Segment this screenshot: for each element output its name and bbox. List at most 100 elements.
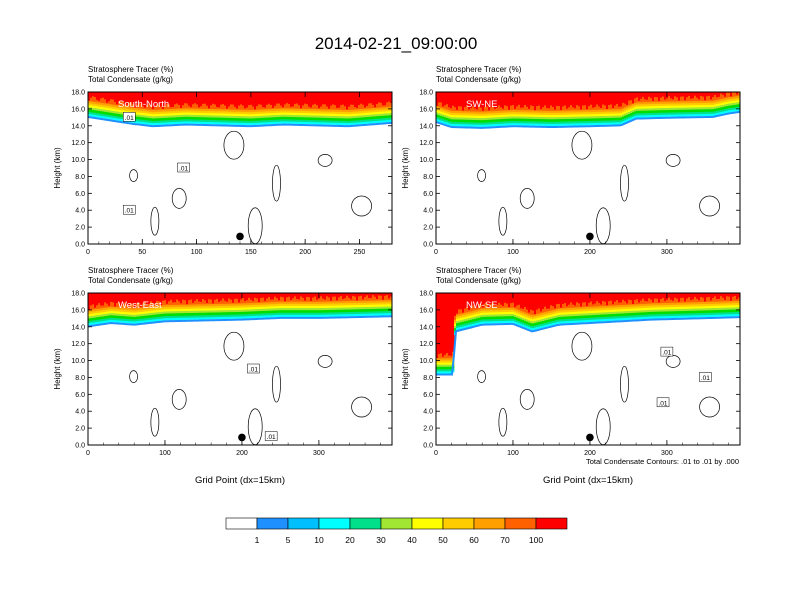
tracer-cell [216,113,219,116]
tracer-cell [628,107,631,110]
y-tick-label: 2.0 [75,225,85,232]
contour-label: .01 [125,208,134,215]
tracer-cell [310,293,313,302]
tracer-cell [506,112,509,115]
tracer-cell [668,103,671,106]
tracer-cell [500,311,503,315]
tracer-cell [270,92,273,106]
tracer-cell [494,117,497,120]
tracer-cell [208,110,211,114]
tracer-cell [556,321,559,325]
tracer-cell [276,303,279,307]
tracer-cell [138,112,141,115]
tracer-cell [262,306,265,309]
tracer-cell [514,321,517,324]
tracer-cell [248,120,251,124]
tracer-cell [608,111,611,114]
tracer-cell [634,102,637,106]
tracer-cell [448,116,451,119]
tracer-cell [478,124,481,127]
location-marker [586,232,594,241]
tracer-cell [232,117,235,121]
tracer-cell [550,323,553,326]
tracer-cell [248,122,251,126]
tracer-cell [560,319,563,322]
tracer-cell [142,108,145,111]
tracer-cell [224,309,227,313]
tracer-cell [544,92,547,106]
tracer-cell [264,306,267,309]
tracer-cell [332,115,335,119]
tracer-cell [532,121,535,124]
tracer-cell [148,113,151,116]
tracer-cell [306,305,309,309]
tracer-cell [644,110,647,114]
tracer-cell [606,111,609,114]
tracer-cell [352,111,355,114]
tracer-cell [370,308,373,312]
tracer-cell [442,371,445,374]
tracer-cell [502,92,505,109]
tracer-cell [638,115,641,118]
tracer-cell [262,109,265,112]
tracer-cell [384,293,387,296]
tracer-cell [200,312,203,316]
tracer-cell [488,122,491,125]
tracer-cell [350,120,353,123]
tracer-cell [128,309,131,313]
tracer-cell [500,123,503,126]
tracer-cell [672,105,675,108]
tracer-cell [176,114,179,118]
tracer-cell [552,110,555,113]
tracer-cell [118,307,121,310]
tracer-cell [250,118,253,122]
contour-label-box [177,162,190,173]
tracer-cell [532,321,535,324]
tracer-cell [486,312,489,315]
tracer-cell [242,111,245,115]
tracer-cell [260,117,263,121]
tracer-cell [298,314,301,317]
tracer-cell [248,309,251,312]
tracer-cell [244,113,247,117]
tracer-cell [336,120,339,123]
tracer-cell [286,305,289,309]
tracer-cell [140,108,143,111]
tracer-cell [192,306,195,309]
tracer-cell [142,311,145,314]
tracer-cell [106,313,109,316]
tracer-cell [378,293,381,301]
tracer-cell [452,92,455,106]
tracer-cell [336,111,339,114]
tracer-cell [540,114,543,117]
tracer-cell [572,118,575,122]
tracer-cell [722,104,725,108]
tracer-cell [490,124,493,127]
tracer-cell [442,360,445,363]
tracer-cell [108,116,111,120]
tracer-cell [472,113,475,116]
tracer-cell [436,118,439,122]
tracer-cell [124,92,127,105]
tracer-cell [582,114,585,117]
tracer-cell [196,304,199,307]
tracer-cell [562,114,565,117]
tracer-cell [530,116,533,119]
tracer-cell [508,311,511,315]
tracer-cell [388,92,391,102]
tracer-cell [132,109,135,112]
tracer-cell [358,306,361,310]
tracer-cell [270,314,273,318]
tracer-cell [200,306,203,309]
tracer-cell [218,115,221,118]
tracer-cell [150,317,153,320]
tracer-cell [132,321,135,324]
tracer-cell [566,118,569,122]
tracer-cell [528,110,531,113]
tracer-cell [482,119,485,123]
tracer-cell [714,92,717,95]
tracer-cell [340,92,343,106]
tracer-cell [448,369,451,372]
tracer-cell [480,122,483,125]
tracer-cell [284,312,287,315]
